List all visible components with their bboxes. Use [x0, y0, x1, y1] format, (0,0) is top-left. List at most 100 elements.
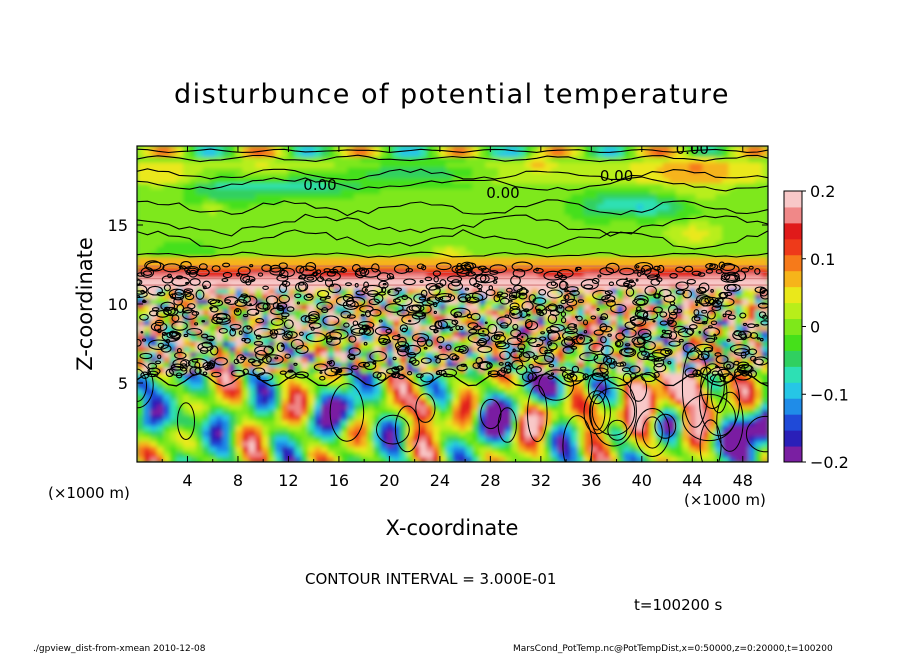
heatmap-cell — [215, 351, 224, 358]
heatmap-cell — [261, 419, 270, 426]
heatmap-cell — [294, 172, 302, 179]
heatmap-cell — [386, 425, 394, 431]
heatmap-cell — [261, 304, 270, 310]
heatmap-cell — [564, 356, 572, 363]
heatmap-cell — [209, 340, 217, 347]
heatmap-cell — [327, 198, 335, 205]
heatmap-cell — [675, 246, 684, 252]
heatmap-cell — [518, 293, 526, 300]
heatmap-cell — [202, 409, 210, 416]
heatmap-cell — [445, 393, 454, 400]
heatmap-cell — [248, 325, 256, 331]
heatmap-cell — [261, 256, 270, 263]
heatmap-cell — [636, 172, 644, 179]
heatmap-cell — [183, 256, 191, 263]
heatmap-cell — [209, 203, 217, 210]
heatmap-cell — [452, 377, 460, 384]
heatmap-cell — [150, 246, 158, 252]
heatmap-cell — [399, 288, 408, 295]
heatmap-cell — [169, 182, 178, 189]
heatmap-cell — [215, 167, 224, 173]
heatmap-cell — [531, 203, 539, 210]
heatmap-cell — [301, 430, 309, 437]
heatmap-cell — [248, 304, 256, 310]
heatmap-cell — [472, 193, 480, 200]
heatmap-cell — [183, 298, 191, 305]
heatmap-cell — [531, 161, 539, 168]
heatmap-cell — [275, 430, 283, 437]
heatmap-cell — [367, 267, 375, 273]
heatmap-cell — [196, 393, 204, 400]
heatmap-cell — [183, 419, 191, 426]
heatmap-cell — [301, 314, 309, 321]
heatmap-cell — [656, 440, 664, 447]
heatmap-cell — [209, 430, 217, 437]
heatmap-cell — [386, 261, 394, 268]
heatmap-cell — [307, 451, 316, 458]
heatmap-cell — [340, 419, 348, 426]
heatmap-cell — [406, 193, 414, 200]
heatmap-cell — [321, 398, 329, 405]
heatmap-cell — [465, 377, 473, 384]
heatmap-cell — [169, 409, 178, 416]
heatmap-cell — [261, 277, 270, 284]
heatmap-cell — [557, 393, 565, 400]
heatmap-cell — [590, 288, 598, 295]
heatmap-cell — [307, 430, 316, 437]
heatmap-cell — [275, 419, 283, 426]
heatmap-cell — [196, 240, 204, 247]
heatmap-cell — [590, 304, 598, 310]
heatmap-cell — [432, 277, 440, 284]
heatmap-cell — [570, 203, 578, 210]
heatmap-cell — [590, 451, 598, 458]
heatmap-cell — [419, 351, 427, 358]
heatmap-cell — [570, 435, 578, 442]
heatmap-cell — [373, 182, 381, 189]
heatmap-cell — [386, 430, 394, 437]
heatmap-cell — [505, 167, 513, 173]
heatmap-cell — [656, 172, 664, 179]
heatmap-cell — [156, 225, 164, 231]
heatmap-cell — [472, 377, 480, 384]
heatmap-cell — [518, 172, 526, 179]
heatmap-cell — [662, 272, 670, 279]
heatmap-cell — [603, 225, 611, 231]
heatmap-cell — [399, 219, 408, 226]
heatmap-cell — [196, 456, 204, 462]
heatmap-cell — [156, 235, 164, 242]
heatmap-cell — [314, 177, 322, 184]
heatmap-cell — [426, 393, 434, 400]
heatmap-cell — [163, 172, 171, 179]
heatmap-cell — [603, 156, 611, 163]
heatmap-cell — [327, 330, 335, 337]
heatmap-cell — [235, 219, 243, 226]
heatmap-cell — [498, 383, 506, 389]
heatmap-cell — [347, 272, 355, 279]
heatmap-cell — [426, 425, 434, 431]
heatmap-cell — [445, 425, 454, 431]
heatmap-cell — [557, 335, 565, 342]
heatmap-cell — [472, 167, 480, 173]
heatmap-cell — [189, 182, 197, 189]
heatmap-cell — [459, 451, 467, 458]
heatmap-cell — [636, 214, 644, 221]
heatmap-cell — [413, 198, 421, 205]
heatmap-cell — [229, 314, 237, 321]
heatmap-cell — [524, 203, 532, 210]
heatmap-cell — [386, 167, 394, 173]
heatmap-cell — [478, 451, 486, 458]
heatmap-cell — [603, 198, 611, 205]
heatmap-cell — [189, 277, 197, 284]
heatmap-cell — [636, 298, 644, 305]
heatmap-cell — [294, 188, 302, 194]
heatmap-cell — [465, 440, 473, 447]
heatmap-cell — [478, 277, 486, 284]
heatmap-cell — [268, 309, 276, 316]
heatmap-cell — [202, 330, 210, 337]
heatmap-cell — [209, 451, 217, 458]
heatmap-cell — [156, 393, 164, 400]
heatmap-cell — [656, 246, 664, 252]
heatmap-cell — [583, 272, 592, 279]
heatmap-cell — [537, 277, 546, 284]
heatmap-cell — [623, 298, 631, 305]
